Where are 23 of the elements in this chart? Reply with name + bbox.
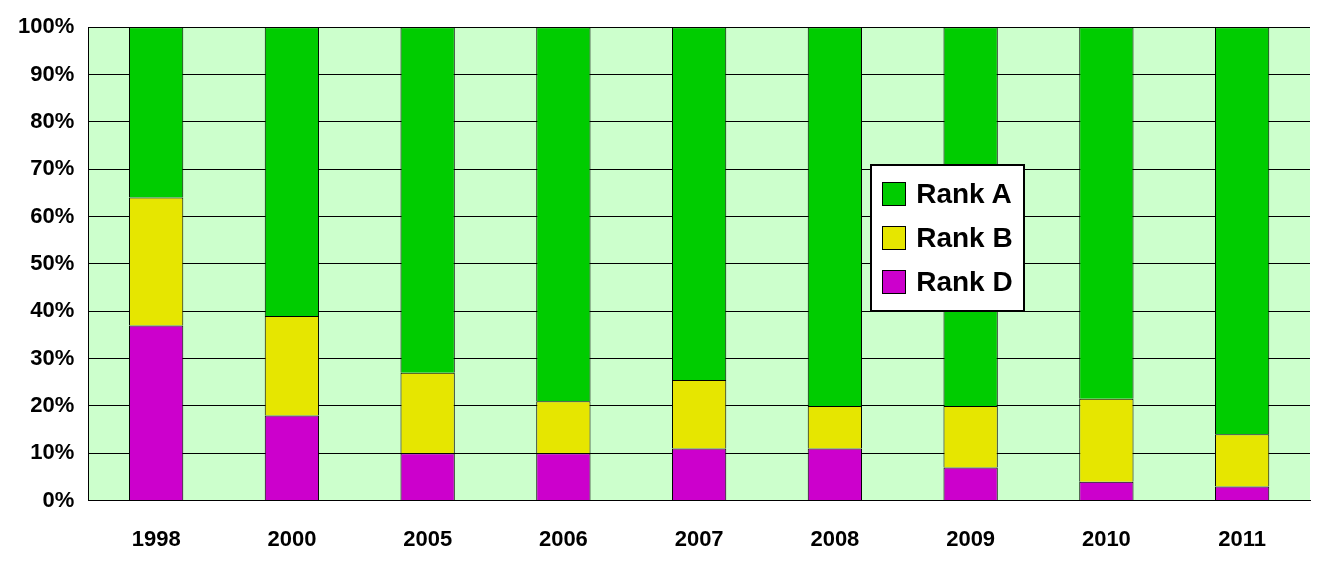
y-tick-label: 20% <box>30 391 75 417</box>
y-tick-label: 90% <box>30 60 75 86</box>
y-tick-label: 50% <box>30 249 75 275</box>
x-tick-label: 2011 <box>1218 525 1266 551</box>
y-tick-label: 40% <box>30 297 75 323</box>
y-tick-label: 70% <box>30 155 75 181</box>
y-tick-label: 100% <box>17 13 75 39</box>
x-tick-label: 2007 <box>674 525 724 551</box>
y-tick-label: 0% <box>42 486 75 512</box>
y-tick-label: 60% <box>30 202 75 228</box>
x-tick-label: 2005 <box>403 525 453 551</box>
x-tick-label: 2000 <box>267 525 317 551</box>
x-tick-label: 2009 <box>946 525 996 551</box>
x-tick-label: 2010 <box>1081 525 1131 551</box>
x-tick-label: 2006 <box>538 525 588 551</box>
legend-label: Rank A <box>916 178 1012 211</box>
legend-label: Rank B <box>916 222 1013 255</box>
x-tick-label: 2008 <box>810 525 860 551</box>
y-tick-label: 30% <box>30 344 75 370</box>
y-tick-label: 10% <box>30 439 75 465</box>
x-tick-label: 1998 <box>131 525 181 551</box>
y-tick-label: 80% <box>30 107 75 133</box>
legend-label: Rank D <box>916 266 1013 299</box>
